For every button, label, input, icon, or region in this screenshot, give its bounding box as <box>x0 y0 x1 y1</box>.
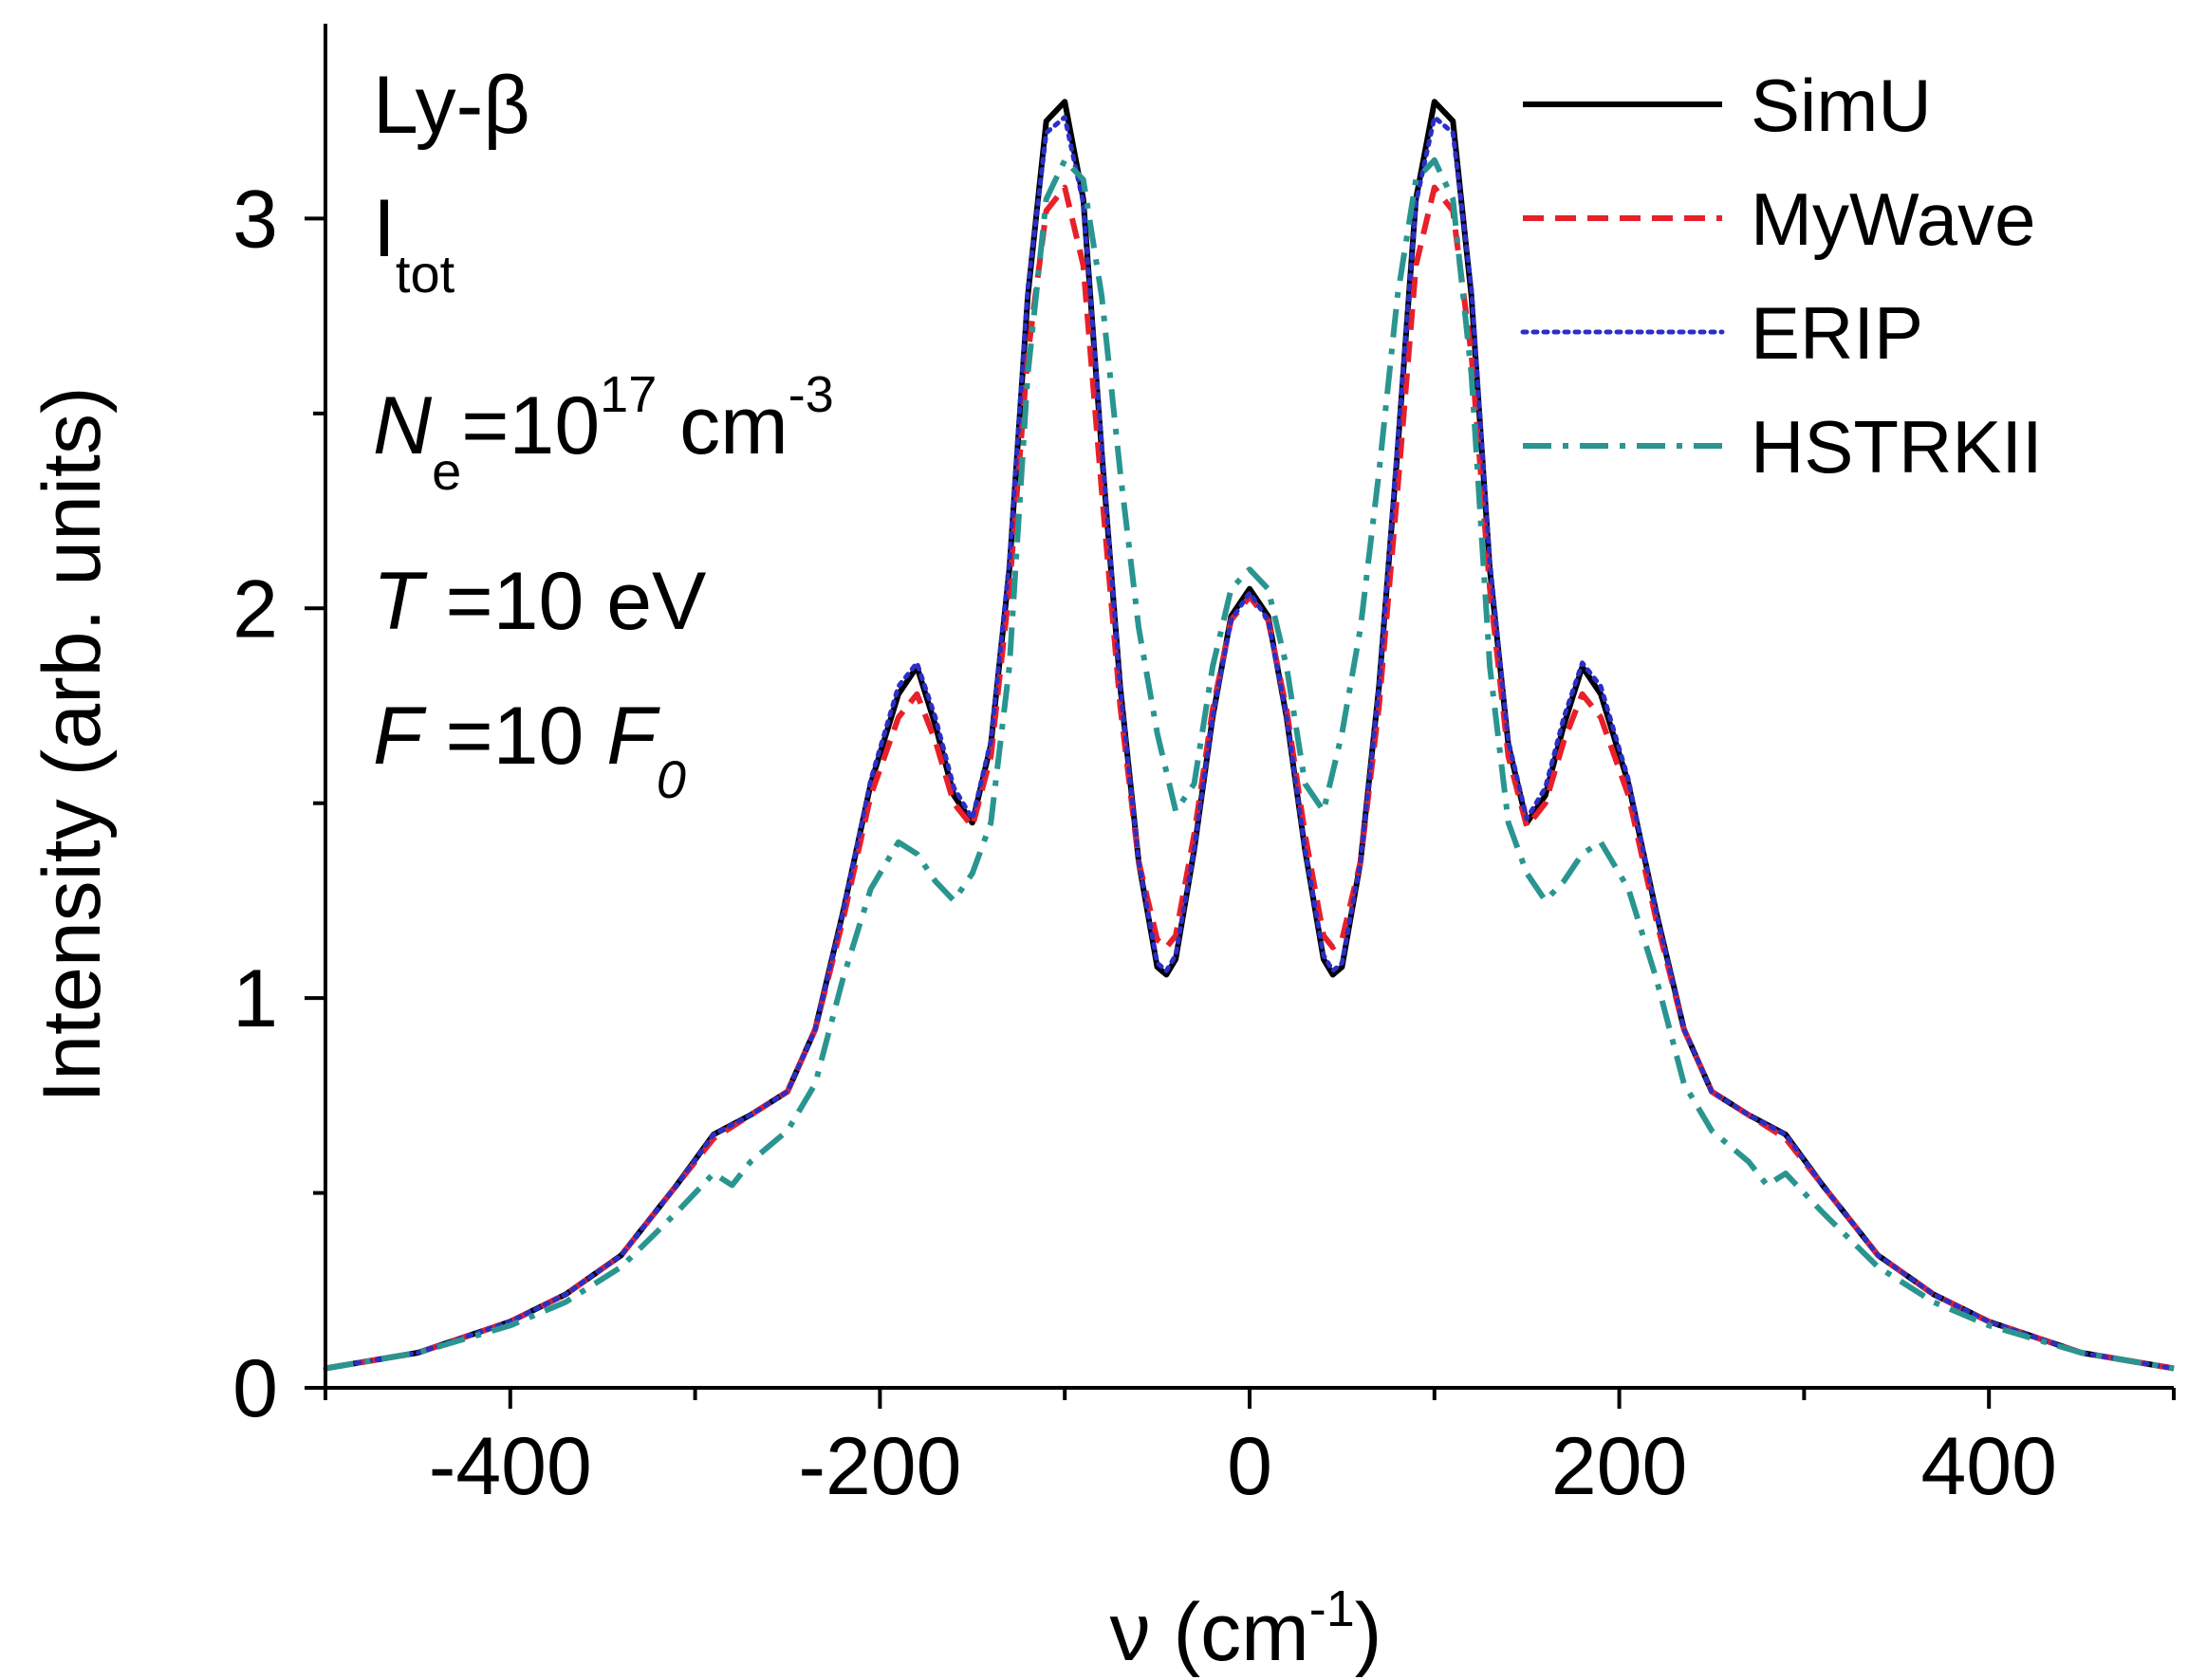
annotation-field-unit: F <box>606 691 660 782</box>
x-tick-label: 0 <box>1227 1421 1272 1512</box>
x-axis-title: ν (cm-1) <box>1110 1580 1382 1678</box>
annotation-line: Ly-β <box>373 60 530 151</box>
x-tick-label: 400 <box>1920 1421 2057 1512</box>
annotation-field-rest: =10 <box>423 691 607 782</box>
annotation-block: Ly-β Itot Ne=1017 cm-3 T =10 eV F =10 F0 <box>373 60 834 809</box>
x-tick-label: -400 <box>429 1421 592 1512</box>
annotation-density-unit: cm <box>657 380 788 471</box>
legend: SimU MyWave ERIP HSTRKII <box>1520 64 2043 489</box>
annotation-density: Ne=1017 cm-3 <box>373 366 834 501</box>
x-tick-label: -200 <box>798 1421 961 1512</box>
y-axis-ticks: 0 1 2 3 <box>232 174 325 1434</box>
legend-label-mywave: MyWave <box>1751 177 2035 261</box>
annotation-profile-main: I <box>373 183 396 274</box>
annotation-temp-var: T <box>373 556 428 647</box>
x-axis-ticks: -400 -200 0 200 400 <box>324 1388 2176 1512</box>
y-axis-title: Intensity (arb. units) <box>27 386 118 1102</box>
annotation-density-sub: e <box>432 441 461 501</box>
annotation-profile: Itot <box>373 183 455 304</box>
series-line-hstrkii <box>324 157 2175 1372</box>
x-axis-title-tail: ) <box>1355 1587 1382 1678</box>
x-axis-title-main: ν (cm <box>1110 1587 1309 1678</box>
legend-label-hstrkii: HSTRKII <box>1751 405 2043 489</box>
annotation-field: F =10 F0 <box>373 691 686 809</box>
annotation-density-var: N <box>373 380 433 471</box>
annotation-temperature: T =10 eV <box>373 556 706 647</box>
annotation-field-unit-sub: 0 <box>657 749 686 809</box>
annotation-profile-sub: tot <box>396 244 455 304</box>
series-layer <box>323 99 2177 1372</box>
annotation-density-eq: =10 <box>461 380 600 471</box>
legend-label-simu: SimU <box>1751 64 1932 147</box>
y-tick-label: 1 <box>232 953 278 1044</box>
annotation-temp-rest: =10 eV <box>423 556 707 647</box>
y-tick-label: 3 <box>232 174 278 265</box>
annotation-density-exp: 17 <box>600 366 657 423</box>
annotation-density-unit-exp: -3 <box>788 366 834 423</box>
legend-label-erip: ERIP <box>1751 291 1923 375</box>
series-line-erip <box>323 115 2177 1371</box>
x-axis-title-sup: -1 <box>1309 1580 1355 1637</box>
annotation-field-var: F <box>373 691 427 782</box>
y-tick-label: 2 <box>232 563 278 655</box>
y-tick-label: 0 <box>232 1343 278 1434</box>
x-tick-label: 200 <box>1551 1421 1688 1512</box>
